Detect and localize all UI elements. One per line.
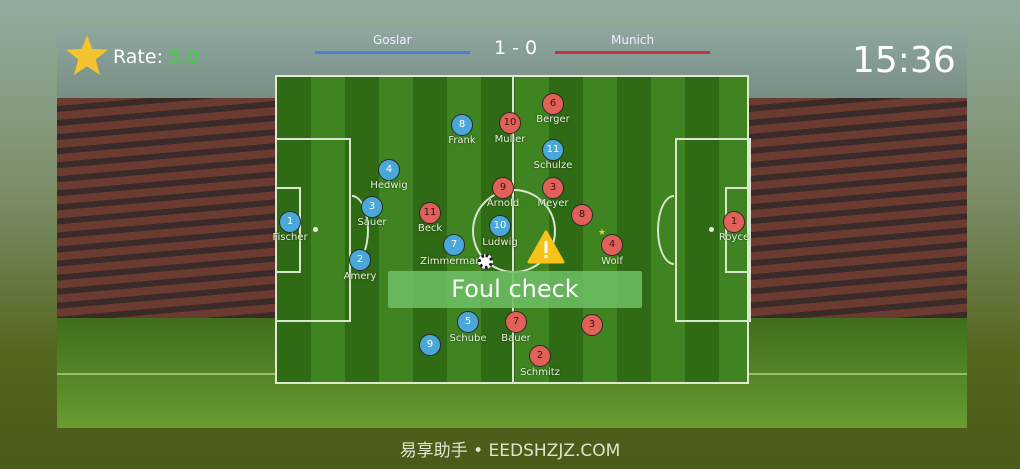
rate-display: Rate: 5.0 bbox=[113, 46, 199, 68]
player-name: Frank bbox=[448, 135, 476, 146]
home-team-name: Goslar bbox=[373, 33, 412, 47]
player-red[interactable]: 1 bbox=[723, 211, 745, 233]
player-name: Sauer bbox=[357, 217, 387, 228]
left-goal-box bbox=[275, 187, 301, 273]
player-red[interactable]: 6 bbox=[542, 93, 564, 115]
player-name: Amery bbox=[343, 271, 377, 282]
stands-right bbox=[747, 98, 967, 328]
player-name: Schube bbox=[449, 333, 487, 344]
player-name: Beck bbox=[417, 223, 443, 234]
away-team-bar bbox=[555, 51, 710, 54]
player-name: Berger bbox=[536, 114, 570, 125]
captain-star-icon: ★ bbox=[598, 228, 607, 238]
player-blue[interactable]: 7 bbox=[443, 234, 465, 256]
player-blue[interactable]: 10 bbox=[489, 215, 511, 237]
right-penalty-spot bbox=[709, 227, 714, 232]
player-name: Zimmermann bbox=[420, 256, 488, 267]
player-name: Schmitz bbox=[520, 367, 560, 378]
player-blue[interactable]: 9 bbox=[419, 334, 441, 356]
player-red[interactable]: 7 bbox=[505, 311, 527, 333]
player-blue[interactable]: 4 bbox=[378, 159, 400, 181]
player-red[interactable]: 3 bbox=[542, 177, 564, 199]
player-blue[interactable]: 11 bbox=[542, 139, 564, 161]
player-red[interactable]: 2 bbox=[529, 345, 551, 367]
stands-left bbox=[57, 98, 277, 328]
player-name: Schulze bbox=[533, 160, 573, 171]
score: 1 - 0 bbox=[494, 37, 538, 59]
ball-icon bbox=[478, 254, 493, 269]
player-name: Hedwig bbox=[370, 180, 408, 191]
player-blue[interactable]: 5 bbox=[457, 311, 479, 333]
player-name: Wolf bbox=[601, 256, 623, 267]
warning-icon bbox=[527, 230, 565, 264]
player-red[interactable]: 4 bbox=[601, 234, 623, 256]
player-blue[interactable]: 2 bbox=[349, 249, 371, 271]
player-name: Arnold bbox=[486, 198, 520, 209]
rate-label: Rate: bbox=[113, 46, 163, 68]
star-icon bbox=[66, 35, 108, 75]
player-name: Bauer bbox=[501, 333, 531, 344]
player-blue[interactable]: 3 bbox=[361, 196, 383, 218]
player-red[interactable]: 8 bbox=[571, 204, 593, 226]
away-team-name: Munich bbox=[611, 33, 655, 47]
player-blue[interactable]: 1 bbox=[279, 211, 301, 233]
player-blue[interactable]: 8 bbox=[451, 114, 473, 136]
player-name: Royce bbox=[718, 232, 750, 243]
left-penalty-spot bbox=[313, 227, 318, 232]
player-red[interactable]: 11 bbox=[419, 202, 441, 224]
player-name: Meyer bbox=[537, 198, 569, 209]
foul-check-banner: Foul check bbox=[388, 271, 642, 308]
player-name: Fischer bbox=[272, 232, 308, 243]
player-name: Ludwig bbox=[482, 237, 518, 248]
home-team-bar bbox=[315, 51, 470, 54]
match-clock: 15:36 bbox=[852, 40, 956, 81]
rate-value: 5.0 bbox=[169, 46, 200, 68]
player-name: Muller bbox=[494, 134, 526, 145]
player-red[interactable]: 9 bbox=[492, 177, 514, 199]
watermark: 易享助手 • EEDSHZJZ.COM bbox=[399, 441, 621, 461]
player-red[interactable]: 3 bbox=[581, 314, 603, 336]
player-red[interactable]: 10 bbox=[499, 112, 521, 134]
